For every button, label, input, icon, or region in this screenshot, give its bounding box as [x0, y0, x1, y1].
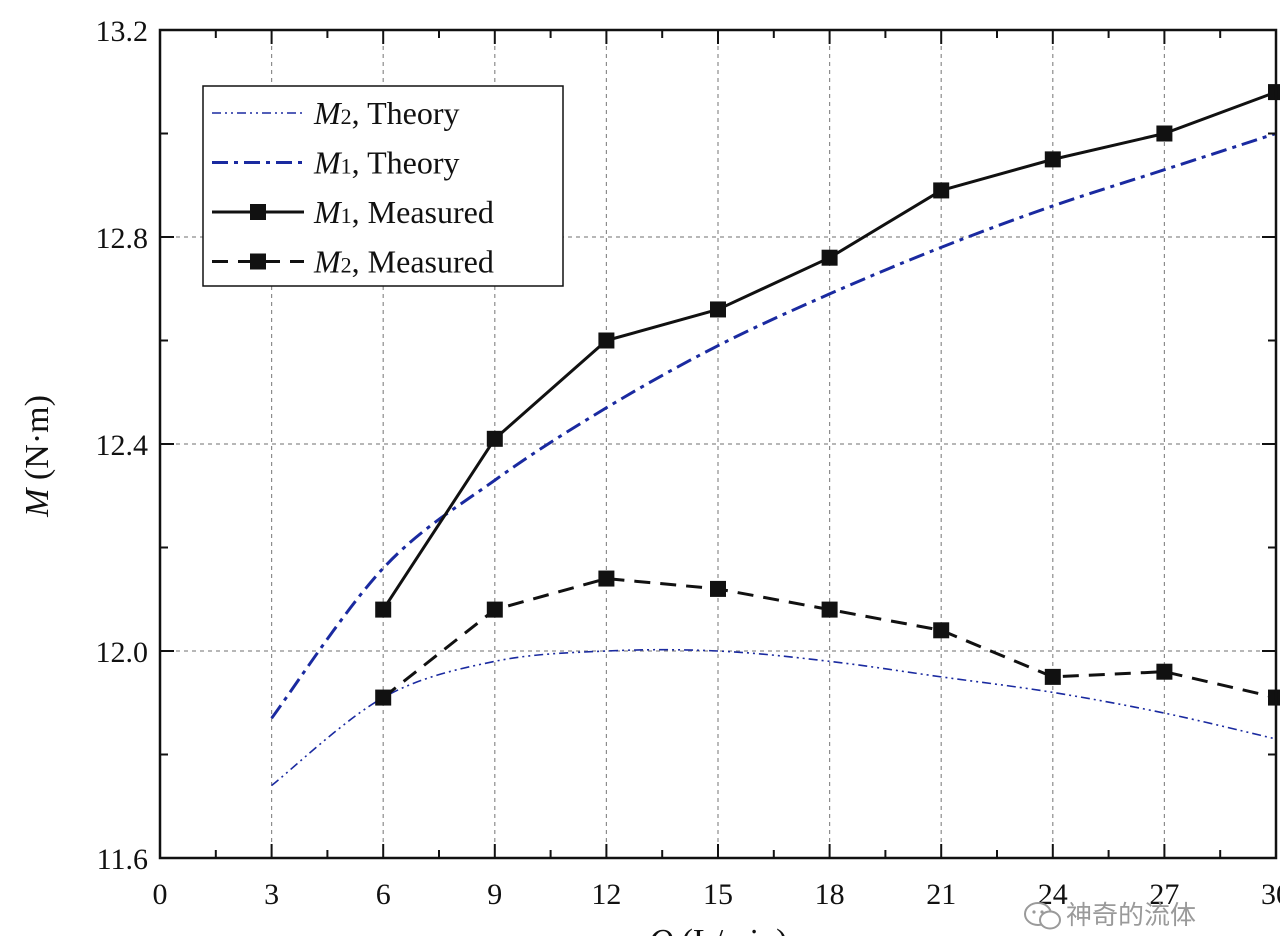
legend-label-4: M2, Measured — [313, 244, 494, 280]
y-axis-unit: (N·m) — [19, 395, 56, 488]
legend-label-2: M1, Theory — [313, 145, 459, 181]
y-tick-label: 11.6 — [97, 843, 148, 876]
x-tick-label: 15 — [703, 878, 733, 911]
data-point-marker — [933, 182, 949, 198]
x-tick-label: 6 — [376, 878, 391, 911]
x-tick-label: 3 — [264, 878, 279, 911]
x-tick-label: 0 — [153, 878, 168, 911]
x-axis-unit: (L/min) — [673, 923, 787, 936]
y-axis-title: M (N·m) — [19, 395, 56, 518]
legend-marker-3 — [250, 204, 266, 220]
data-point-marker — [933, 622, 949, 638]
x-tick-label: 30 — [1261, 878, 1280, 911]
x-tick-label: 24 — [1038, 878, 1068, 911]
data-point-marker — [710, 581, 726, 597]
data-point-marker — [375, 690, 391, 706]
data-point-marker — [487, 602, 503, 618]
data-point-marker — [598, 571, 614, 587]
x-tick-label: 12 — [591, 878, 621, 911]
data-point-marker — [598, 333, 614, 349]
data-point-marker — [375, 602, 391, 618]
data-point-marker — [1045, 669, 1061, 685]
data-point-marker — [710, 301, 726, 317]
data-point-marker — [1045, 151, 1061, 167]
legend-marker-4 — [250, 254, 266, 270]
legend: M2, Theory M1, Theory M1, Measured M2, Meas… — [203, 86, 563, 286]
series-line-1 — [272, 650, 1276, 786]
legend-label-1: M2, Theory — [313, 95, 459, 131]
data-point-marker — [1156, 126, 1172, 142]
y-tick-label: 12.8 — [96, 222, 149, 255]
x-tick-label: 18 — [815, 878, 845, 911]
data-point-marker — [1268, 84, 1280, 100]
data-point-marker — [822, 250, 838, 266]
data-point-marker — [1268, 690, 1280, 706]
x-axis-title: Q (L/min) — [649, 923, 788, 936]
y-tick-label: 12.4 — [96, 429, 149, 462]
legend-label-3: M1, Measured — [313, 194, 494, 230]
y-tick-label: 12.0 — [96, 636, 149, 669]
y-axis-symbol: M — [19, 487, 56, 518]
data-point-marker — [822, 602, 838, 618]
y-tick-label: 13.2 — [96, 15, 149, 48]
x-axis-symbol: Q — [649, 923, 674, 936]
watermark-text: 神奇的流体 — [1066, 901, 1196, 931]
x-tick-label: 9 — [487, 878, 502, 911]
data-point-marker — [1156, 664, 1172, 680]
x-tick-label: 21 — [926, 878, 956, 911]
data-point-marker — [487, 431, 503, 447]
